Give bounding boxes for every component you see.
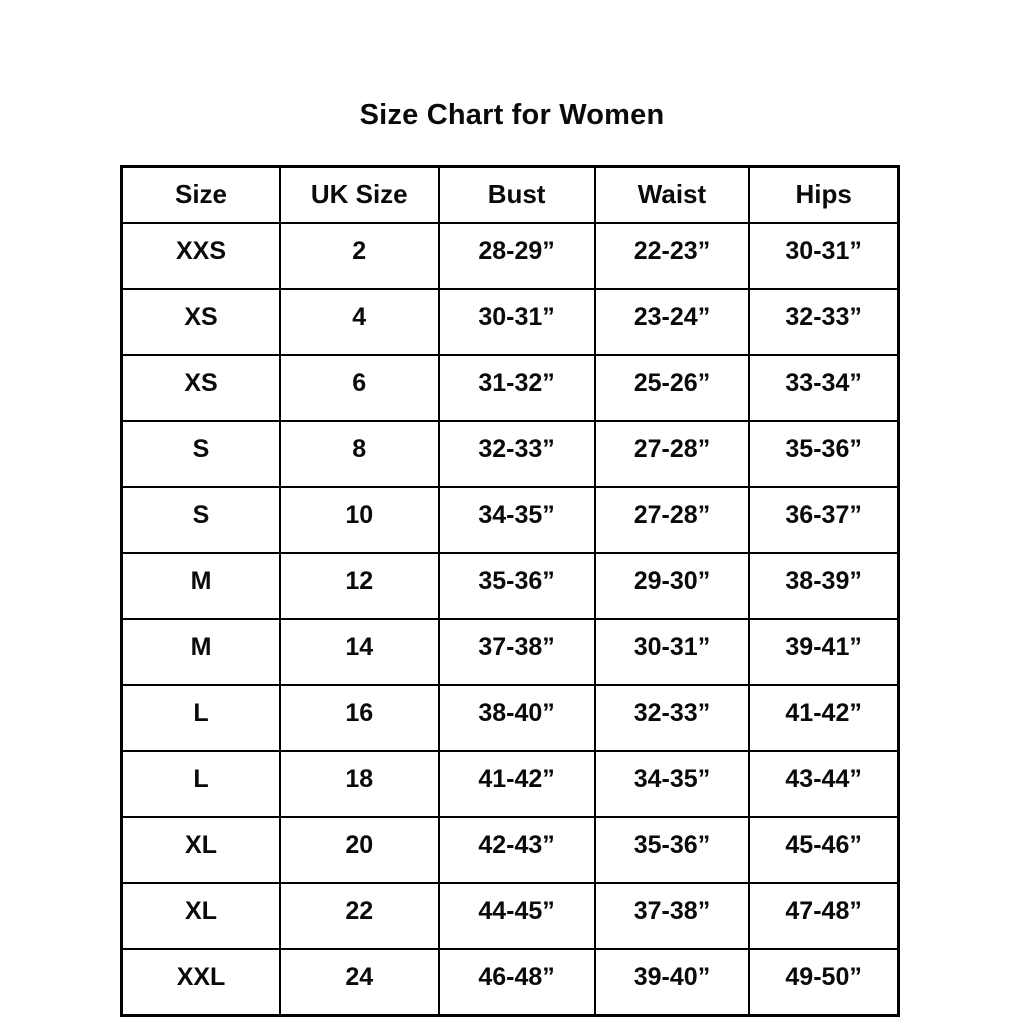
cell-size: XXS [120, 221, 281, 290]
cell-bust: 42-43” [437, 815, 596, 884]
column-header-size: Size [120, 165, 281, 224]
cell-size: XL [120, 881, 281, 950]
table-row: XS 6 31-32” 25-26” 33-34” [120, 353, 900, 422]
table-row: XXL 24 46-48” 39-40” 49-50” [120, 947, 900, 1017]
cell-size: L [120, 683, 281, 752]
cell-size: XS [120, 353, 281, 422]
cell-uk-size: 2 [279, 221, 440, 290]
cell-uk-size: 12 [279, 551, 440, 620]
cell-hips: 33-34” [748, 353, 900, 422]
cell-hips: 38-39” [748, 551, 900, 620]
cell-uk-size: 16 [279, 683, 440, 752]
cell-size: XS [120, 287, 281, 356]
cell-waist: 37-38” [593, 881, 751, 950]
cell-bust: 30-31” [437, 287, 596, 356]
cell-waist: 23-24” [593, 287, 751, 356]
column-header-waist: Waist [593, 165, 751, 224]
cell-bust: 31-32” [437, 353, 596, 422]
cell-uk-size: 18 [279, 749, 440, 818]
cell-bust: 44-45” [437, 881, 596, 950]
cell-uk-size: 24 [279, 947, 440, 1017]
cell-uk-size: 10 [279, 485, 440, 554]
cell-bust: 28-29” [437, 221, 596, 290]
cell-waist: 29-30” [593, 551, 751, 620]
table-row: M 12 35-36” 29-30” 38-39” [120, 551, 900, 620]
cell-bust: 34-35” [437, 485, 596, 554]
cell-bust: 46-48” [437, 947, 596, 1017]
page-title: Size Chart for Women [359, 99, 665, 131]
cell-waist: 34-35” [593, 749, 751, 818]
cell-size: M [120, 617, 281, 686]
cell-uk-size: 4 [279, 287, 440, 356]
table-row: XL 22 44-45” 37-38” 47-48” [120, 881, 900, 950]
table-row: S 8 32-33” 27-28” 35-36” [120, 419, 900, 488]
cell-waist: 25-26” [593, 353, 751, 422]
cell-hips: 41-42” [748, 683, 900, 752]
cell-hips: 32-33” [748, 287, 900, 356]
table-body: XXS 2 28-29” 22-23” 30-31” XS 4 30-31” 2… [120, 221, 900, 1017]
cell-bust: 37-38” [437, 617, 596, 686]
cell-bust: 35-36” [437, 551, 596, 620]
cell-hips: 35-36” [748, 419, 900, 488]
cell-hips: 36-37” [748, 485, 900, 554]
table-row: XS 4 30-31” 23-24” 32-33” [120, 287, 900, 356]
cell-size: L [120, 749, 281, 818]
cell-waist: 39-40” [593, 947, 751, 1017]
cell-uk-size: 20 [279, 815, 440, 884]
cell-bust: 41-42” [437, 749, 596, 818]
cell-uk-size: 8 [279, 419, 440, 488]
table-row: L 16 38-40” 32-33” 41-42” [120, 683, 900, 752]
cell-waist: 32-33” [593, 683, 751, 752]
cell-hips: 43-44” [748, 749, 900, 818]
cell-bust: 38-40” [437, 683, 596, 752]
header-row: Size UK Size Bust Waist Hips [120, 165, 900, 224]
size-chart-table: Size UK Size Bust Waist Hips XXS 2 28-29… [120, 164, 900, 1017]
cell-waist: 30-31” [593, 617, 751, 686]
cell-uk-size: 22 [279, 881, 440, 950]
cell-hips: 39-41” [748, 617, 900, 686]
cell-size: S [120, 485, 281, 554]
table-row: XL 20 42-43” 35-36” 45-46” [120, 815, 900, 884]
cell-hips: 45-46” [748, 815, 900, 884]
cell-size: XL [120, 815, 281, 884]
cell-waist: 27-28” [593, 419, 751, 488]
column-header-bust: Bust [437, 165, 596, 224]
cell-uk-size: 6 [279, 353, 440, 422]
cell-hips: 47-48” [748, 881, 900, 950]
cell-size: S [120, 419, 281, 488]
column-header-uk-size: UK Size [279, 165, 440, 224]
cell-bust: 32-33” [437, 419, 596, 488]
table-row: XXS 2 28-29” 22-23” 30-31” [120, 221, 900, 290]
cell-waist: 22-23” [593, 221, 751, 290]
cell-uk-size: 14 [279, 617, 440, 686]
cell-waist: 27-28” [593, 485, 751, 554]
cell-size: XXL [120, 947, 281, 1017]
column-header-hips: Hips [748, 165, 900, 224]
table-header: Size UK Size Bust Waist Hips [120, 165, 900, 224]
table-row: S 10 34-35” 27-28” 36-37” [120, 485, 900, 554]
cell-size: M [120, 551, 281, 620]
cell-hips: 49-50” [748, 947, 900, 1017]
cell-waist: 35-36” [593, 815, 751, 884]
table-row: M 14 37-38” 30-31” 39-41” [120, 617, 900, 686]
table-row: L 18 41-42” 34-35” 43-44” [120, 749, 900, 818]
cell-hips: 30-31” [748, 221, 900, 290]
